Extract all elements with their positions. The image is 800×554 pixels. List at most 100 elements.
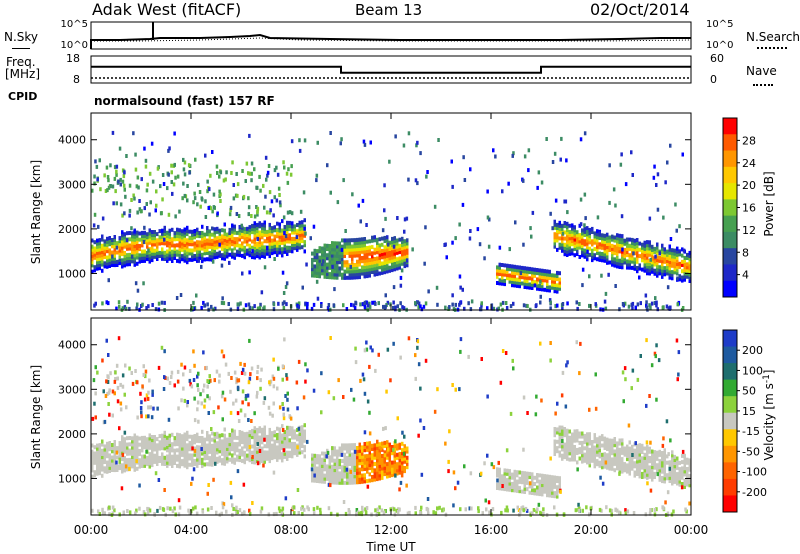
range-cell	[328, 455, 331, 460]
range-cell	[158, 235, 161, 240]
range-cell	[111, 130, 115, 135]
range-cell	[463, 178, 467, 182]
range-cell	[192, 306, 196, 311]
range-cell	[523, 285, 526, 289]
range-cell	[648, 465, 651, 470]
range-cell	[253, 304, 256, 309]
range-cell	[128, 262, 131, 267]
range-cell	[563, 455, 566, 460]
range-cell	[263, 251, 266, 256]
range-cell	[321, 470, 324, 475]
range-cell	[171, 227, 174, 232]
range-cell	[676, 459, 679, 464]
range-cell	[263, 431, 266, 436]
range-cell	[386, 269, 389, 274]
range-cell	[273, 234, 276, 239]
range-cell	[143, 230, 146, 235]
range-cell	[336, 257, 339, 261]
range-cell	[653, 475, 656, 479]
range-cell	[192, 200, 195, 205]
range-cell	[268, 251, 271, 255]
range-cell	[383, 453, 387, 458]
range-cell	[607, 272, 610, 277]
range-cell	[623, 251, 626, 256]
range-cell	[124, 464, 128, 469]
range-cell	[351, 480, 354, 485]
nave-label: Nave	[746, 64, 777, 78]
range-cell	[576, 248, 579, 253]
range-cell	[286, 441, 289, 446]
range-cell	[166, 460, 169, 465]
range-cell	[568, 457, 571, 462]
range-cell	[275, 511, 278, 516]
range-cell	[649, 440, 652, 445]
range-cell	[244, 394, 248, 398]
range-cell	[636, 302, 640, 307]
range-cell	[91, 465, 94, 470]
range-cell	[296, 434, 299, 439]
range-cell	[371, 300, 374, 305]
range-cell	[166, 240, 169, 245]
range-cell	[378, 243, 381, 248]
range-cell	[603, 446, 606, 450]
range-cell	[298, 148, 302, 153]
range-cell	[336, 462, 339, 466]
range-cell	[653, 164, 656, 169]
range-cell	[331, 458, 334, 463]
range-cell	[616, 457, 619, 461]
range-cell	[263, 453, 266, 458]
range-cell	[228, 448, 231, 453]
range-cell	[316, 270, 319, 275]
range-cell	[148, 259, 151, 264]
range-cell	[459, 300, 462, 305]
range-cell	[643, 459, 646, 463]
range-cell	[504, 351, 508, 355]
range-cell	[248, 511, 252, 516]
range-cell	[579, 137, 583, 142]
range-cell	[311, 267, 314, 272]
range-cell	[331, 467, 334, 472]
range-cell	[583, 226, 586, 231]
range-cell	[398, 464, 401, 469]
range-cell	[233, 243, 236, 248]
range-cell	[242, 194, 246, 199]
range-cell	[236, 302, 239, 307]
range-cell	[343, 263, 346, 268]
range-cell	[452, 470, 456, 475]
range-cell	[653, 450, 656, 455]
range-cell	[349, 469, 352, 474]
range-cell	[133, 250, 136, 255]
range-cell	[115, 245, 119, 250]
range-cell	[648, 471, 651, 476]
range-cell	[638, 446, 641, 451]
range-cell	[452, 503, 455, 508]
range-cell	[326, 243, 329, 248]
range-cell	[108, 239, 111, 244]
range-cell	[356, 253, 359, 258]
range-cell	[688, 483, 691, 488]
range-cell	[626, 454, 629, 458]
range-cell	[549, 300, 552, 305]
range-cell	[143, 438, 146, 443]
range-cell	[618, 265, 621, 269]
range-cell	[286, 453, 289, 458]
range-cell	[212, 477, 215, 482]
range-cell	[688, 501, 691, 506]
range-cell	[686, 460, 689, 465]
range-cell	[283, 442, 286, 447]
range-cell	[529, 226, 532, 231]
range-cell	[596, 257, 599, 262]
range-cell	[676, 276, 679, 281]
range-cell	[561, 425, 564, 430]
range-cell	[513, 479, 516, 484]
range-cell	[115, 363, 119, 368]
range-cell	[459, 285, 462, 290]
range-cell	[643, 265, 646, 270]
range-cell	[186, 247, 189, 252]
range-cell	[176, 369, 180, 374]
range-cell	[316, 472, 319, 477]
range-cell	[206, 232, 209, 237]
range-cell	[226, 447, 229, 451]
range-cell	[583, 437, 586, 441]
range-cell	[161, 455, 164, 460]
